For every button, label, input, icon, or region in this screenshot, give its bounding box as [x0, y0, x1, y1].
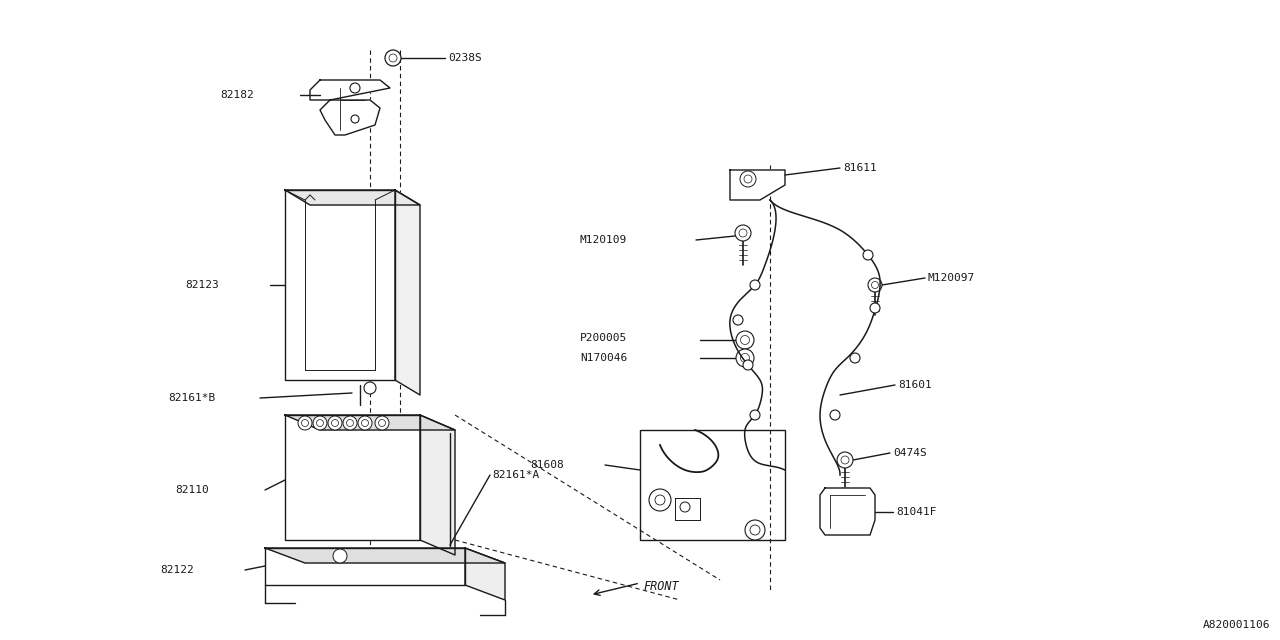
- Circle shape: [736, 349, 754, 367]
- Polygon shape: [285, 190, 420, 205]
- Circle shape: [750, 410, 760, 420]
- Circle shape: [740, 171, 756, 187]
- Circle shape: [750, 280, 760, 290]
- Circle shape: [872, 282, 878, 289]
- Text: P200005: P200005: [580, 333, 627, 343]
- Circle shape: [750, 525, 760, 535]
- Circle shape: [389, 54, 397, 62]
- Circle shape: [314, 416, 326, 430]
- Text: 82182: 82182: [220, 90, 253, 100]
- Text: 82161*B: 82161*B: [168, 393, 215, 403]
- Text: FRONT: FRONT: [643, 579, 678, 593]
- Circle shape: [739, 229, 748, 237]
- Circle shape: [735, 225, 751, 241]
- Circle shape: [343, 416, 357, 430]
- Text: A820001106: A820001106: [1202, 620, 1270, 630]
- Circle shape: [841, 456, 849, 464]
- Polygon shape: [820, 488, 876, 535]
- Text: N170046: N170046: [580, 353, 627, 363]
- Circle shape: [744, 175, 753, 183]
- Circle shape: [361, 419, 369, 426]
- Text: M120097: M120097: [928, 273, 975, 283]
- Circle shape: [870, 303, 881, 313]
- Bar: [640, 430, 785, 540]
- Circle shape: [332, 419, 338, 426]
- Text: 82122: 82122: [160, 565, 193, 575]
- Circle shape: [680, 502, 690, 512]
- Polygon shape: [285, 415, 420, 540]
- Circle shape: [741, 353, 750, 362]
- Circle shape: [347, 419, 353, 426]
- Circle shape: [316, 419, 324, 426]
- Circle shape: [863, 250, 873, 260]
- Circle shape: [333, 549, 347, 563]
- Circle shape: [349, 83, 360, 93]
- Circle shape: [837, 452, 852, 468]
- Text: M120109: M120109: [580, 235, 627, 245]
- Text: 81611: 81611: [844, 163, 877, 173]
- Polygon shape: [285, 415, 454, 430]
- Text: 82161*A: 82161*A: [492, 470, 539, 480]
- Text: 81601: 81601: [899, 380, 932, 390]
- Circle shape: [733, 315, 742, 325]
- Polygon shape: [420, 415, 454, 555]
- Circle shape: [742, 360, 753, 370]
- Circle shape: [358, 416, 372, 430]
- Circle shape: [741, 335, 750, 344]
- Polygon shape: [730, 170, 785, 200]
- Circle shape: [745, 520, 765, 540]
- Circle shape: [379, 419, 385, 426]
- Text: 0238S: 0238S: [448, 53, 481, 63]
- Circle shape: [328, 416, 342, 430]
- Polygon shape: [285, 190, 396, 380]
- Text: 81041F: 81041F: [896, 507, 937, 517]
- Text: 0474S: 0474S: [893, 448, 927, 458]
- Polygon shape: [396, 190, 420, 395]
- Text: 82123: 82123: [186, 280, 219, 290]
- Circle shape: [736, 331, 754, 349]
- Circle shape: [385, 50, 401, 66]
- Circle shape: [850, 353, 860, 363]
- Polygon shape: [320, 100, 380, 135]
- Polygon shape: [265, 548, 465, 585]
- Polygon shape: [465, 548, 506, 600]
- Polygon shape: [675, 498, 700, 520]
- Polygon shape: [310, 80, 390, 100]
- Circle shape: [655, 495, 666, 505]
- Text: 81608: 81608: [530, 460, 563, 470]
- Circle shape: [829, 410, 840, 420]
- Circle shape: [375, 416, 389, 430]
- Circle shape: [298, 416, 312, 430]
- Circle shape: [364, 382, 376, 394]
- Circle shape: [302, 419, 308, 426]
- Text: 82110: 82110: [175, 485, 209, 495]
- Circle shape: [868, 278, 882, 292]
- Circle shape: [649, 489, 671, 511]
- Polygon shape: [265, 548, 506, 563]
- Circle shape: [351, 115, 358, 123]
